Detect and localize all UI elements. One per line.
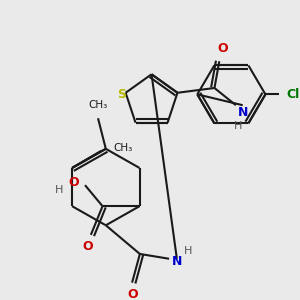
Text: S: S [117,88,126,101]
Text: H: H [184,246,193,256]
Text: O: O [128,288,138,300]
Text: H: H [234,121,242,131]
Text: Cl: Cl [286,88,299,101]
Text: O: O [68,176,79,189]
Text: CH₃: CH₃ [88,100,108,110]
Text: O: O [217,42,228,55]
Text: N: N [238,106,248,119]
Text: H: H [55,185,63,195]
Text: CH₃: CH₃ [113,143,132,153]
Text: N: N [172,255,182,268]
Text: O: O [82,240,93,253]
